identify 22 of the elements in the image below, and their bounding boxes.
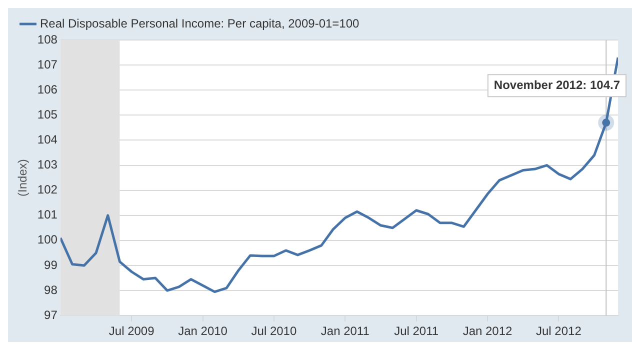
y-axis-title: (Index) (16, 159, 30, 196)
y-tick-label: 100 (37, 232, 58, 247)
y-tick-label: 108 (37, 32, 58, 46)
x-tick-label: Jul 2009 (108, 324, 155, 338)
y-tick-label: 97 (44, 308, 58, 322)
y-tick-label: 106 (37, 82, 58, 96)
y-tick-label: 105 (37, 107, 58, 122)
annotation: November 2012: 104.7 (494, 78, 620, 92)
y-tick-label: 107 (37, 57, 58, 72)
y-tick-label: 104 (37, 132, 58, 147)
x-tick-label: Jul 2012 (536, 324, 582, 338)
y-tick-label: 98 (44, 282, 58, 297)
x-tick-label: Jul 2010 (251, 324, 297, 338)
y-tick-label: 99 (44, 258, 58, 272)
x-tick-label: Jan 2010 (178, 324, 228, 338)
x-tick-label: Jan 2012 (462, 324, 513, 338)
y-tick-label: 102 (37, 182, 58, 197)
y-tick-label: 103 (37, 158, 58, 172)
legend-label: Real Disposable Personal Income: Per capita, 2009-01=100 (40, 16, 360, 30)
x-tick-label: Jan 2011 (320, 324, 370, 338)
y-tick-label: 101 (37, 208, 58, 222)
x-tick-label: Jul 2011 (394, 324, 439, 338)
